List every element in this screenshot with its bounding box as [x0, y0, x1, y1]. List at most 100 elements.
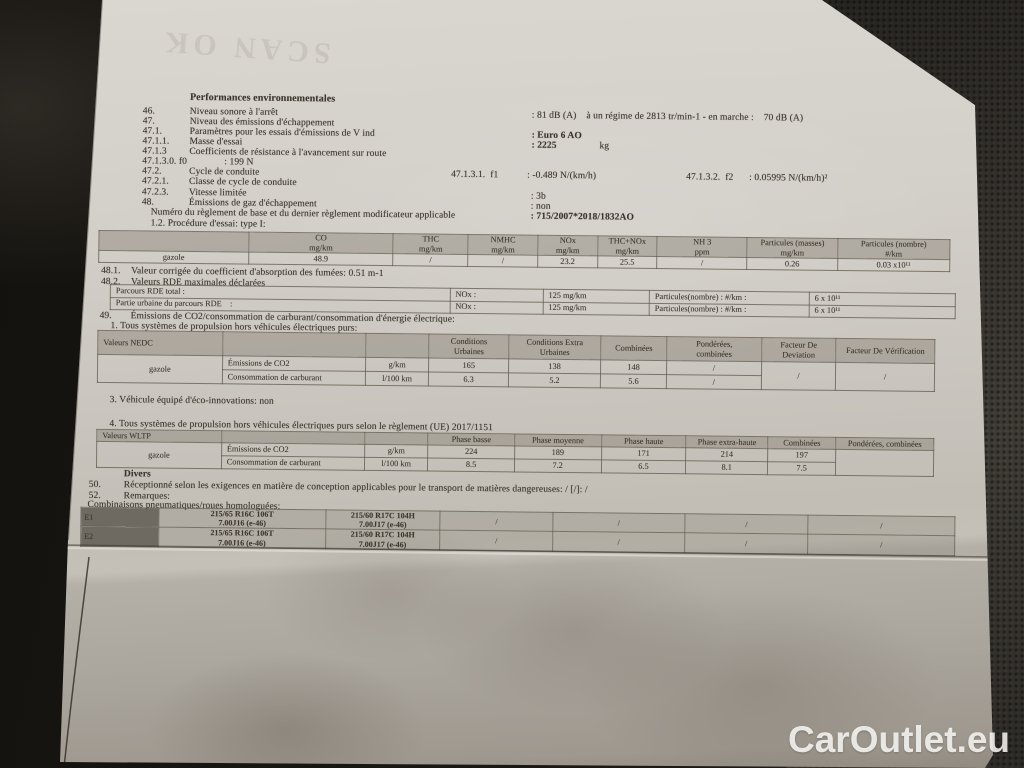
- table-cell: /: [807, 534, 955, 556]
- table-cell: Émissions de CO2: [222, 355, 366, 372]
- table-cell: 171: [601, 446, 686, 461]
- item-sublabel: 47.1.3.1. f1: [451, 169, 499, 181]
- item-label: 1.2. Procédure d'essai: type I:: [150, 218, 266, 230]
- item-value: : Euro 6 AO: [531, 130, 582, 142]
- table-cell: /: [666, 360, 762, 376]
- divers-heading: Divers: [123, 469, 151, 480]
- table-cell: 5.2: [508, 372, 601, 388]
- table-cell: 6.5: [601, 459, 686, 474]
- table-cell: gazole: [97, 354, 223, 384]
- item-number: 47.2.1.: [142, 176, 169, 187]
- table-header-cell: Phase haute: [601, 434, 687, 448]
- table-cell: 7.2: [514, 458, 602, 473]
- table-header-cell: THC mg/km: [393, 233, 469, 255]
- table-cell: 7.5: [767, 461, 836, 476]
- item-number: 47.1.3.0. f0: [142, 156, 188, 167]
- table-header-cell: NOx mg/km: [537, 235, 598, 256]
- table-header-cell: [364, 432, 429, 446]
- table-cell: /: [666, 374, 762, 390]
- item-label: 3. Véhicule équipé d'éco-innovations: no…: [109, 395, 274, 407]
- table-header-cell: CO mg/km: [248, 232, 394, 254]
- item-number: 47.: [142, 116, 155, 127]
- item-value: : non: [530, 201, 551, 212]
- item-number: 47.1.1.: [142, 136, 170, 147]
- table-cell: g/km: [365, 357, 430, 373]
- item-number: 46.: [142, 106, 156, 117]
- table-cell: /: [439, 530, 553, 552]
- item-number: 49.: [99, 310, 112, 322]
- table-cell: Consommation de carburant: [221, 455, 365, 471]
- table-cell: NOx :: [449, 300, 543, 315]
- table-header-cell: Conditions Extra Urbaines: [508, 334, 601, 360]
- table-cell: /: [656, 256, 748, 270]
- table-cell: 125 mg/km: [542, 301, 650, 316]
- table-cell: 215/65 R16C 106T 7.00J16 (e-46): [158, 527, 326, 549]
- table-cell: g/km: [364, 444, 429, 459]
- table-cell: /: [552, 531, 685, 553]
- table-cell: gazole: [96, 441, 222, 469]
- table-cell: 5.6: [600, 373, 667, 389]
- table-header-cell: Particules (nombre) #/km: [837, 238, 950, 260]
- table-header-cell: Valeurs NEDC: [97, 330, 223, 356]
- item-number: 48.: [141, 197, 155, 208]
- table-cell: 23.2: [537, 255, 598, 268]
- table-cell: /: [393, 253, 469, 267]
- table-cell: 197: [767, 448, 836, 463]
- table-header-cell: NMHC mg/km: [468, 234, 539, 256]
- table-header-cell: Particules (masses) mg/km: [747, 237, 838, 259]
- table-cell: gazole: [98, 250, 249, 265]
- table-cell: /: [684, 513, 809, 535]
- table-cell: 48.9: [248, 252, 394, 266]
- table-cell: [835, 449, 934, 477]
- table-header-cell: Pondérées, combinées: [666, 336, 762, 362]
- table-cell: 25.5: [597, 255, 657, 269]
- item-unit: kg: [599, 141, 610, 152]
- table-header-cell: Phase extra-haute: [685, 435, 769, 449]
- table-header-cell: Facteur De Deviation: [761, 337, 837, 363]
- item-label: Coefficients de résistance à l'avancemen…: [189, 146, 387, 160]
- table-cell: /: [467, 254, 538, 268]
- table-cell: 0.26: [747, 257, 838, 271]
- table-header-cell: Phase moyenne: [514, 433, 602, 447]
- item-value: : 3b: [530, 191, 546, 202]
- table-cell: /: [439, 511, 553, 532]
- item-number: 47.2.: [142, 166, 162, 177]
- table-cell: 148: [600, 359, 667, 375]
- table-cell: /: [684, 533, 808, 554]
- table-cell: /: [761, 361, 836, 391]
- table-cell: E2: [80, 526, 159, 547]
- item-value: : 81 dB (A) à un régime de 2813 tr/min-1…: [531, 110, 804, 124]
- item-number: 48.1.: [101, 265, 121, 277]
- table-header-cell: Facteur De Vérification: [835, 338, 935, 364]
- table-header-cell: [222, 331, 366, 358]
- table-cell: 215/65 R16C 106T 7.00J16 (e-46): [158, 508, 326, 530]
- item-label: Classe de cycle de conduite: [189, 176, 297, 189]
- table-cell: 189: [514, 445, 602, 460]
- table-cell: E1: [80, 507, 159, 528]
- table-cell: 224: [428, 445, 515, 459]
- item-value: : 2225: [531, 140, 557, 151]
- table-header-cell: Pondérées, combinées: [835, 437, 934, 451]
- item-label: Masse d'essai: [189, 136, 243, 148]
- item-number: 50.: [88, 479, 102, 490]
- table-header-cell: Combinées: [600, 335, 668, 361]
- item-value: : 199 N: [224, 157, 254, 168]
- table-cell: 215/60 R17C 104H 7.00J17 (e-46): [325, 509, 441, 531]
- item-value: : 0.05995 N/(km/h)²: [749, 172, 828, 184]
- table-cell: /: [552, 512, 685, 534]
- table-cell: /: [835, 362, 935, 392]
- table-header-cell: Conditions Urbaines: [429, 334, 509, 359]
- table-header-cell: Phase basse: [428, 433, 515, 446]
- table-header-cell: [98, 230, 249, 253]
- item-number: 47.1.: [142, 126, 163, 137]
- watermark: CarOutlet.eu: [788, 719, 1011, 760]
- item-sublabel: 47.1.3.2. f2: [686, 172, 734, 183]
- table-cell: l/100 km: [365, 371, 429, 387]
- table-cell: 138: [508, 358, 601, 374]
- table-cell: Consommation de carburant: [222, 369, 366, 386]
- table-cell: /: [807, 515, 955, 537]
- table-header-cell: [365, 333, 430, 359]
